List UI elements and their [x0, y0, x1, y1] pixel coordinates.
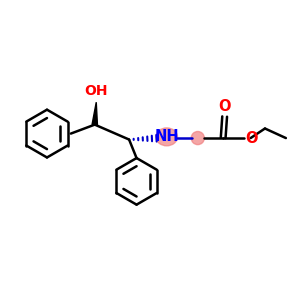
Ellipse shape: [156, 128, 178, 146]
Ellipse shape: [191, 131, 204, 145]
Text: O: O: [218, 99, 231, 114]
Polygon shape: [92, 102, 98, 125]
Text: OH: OH: [85, 84, 108, 98]
Text: NH: NH: [154, 129, 179, 144]
Text: O: O: [245, 130, 258, 146]
